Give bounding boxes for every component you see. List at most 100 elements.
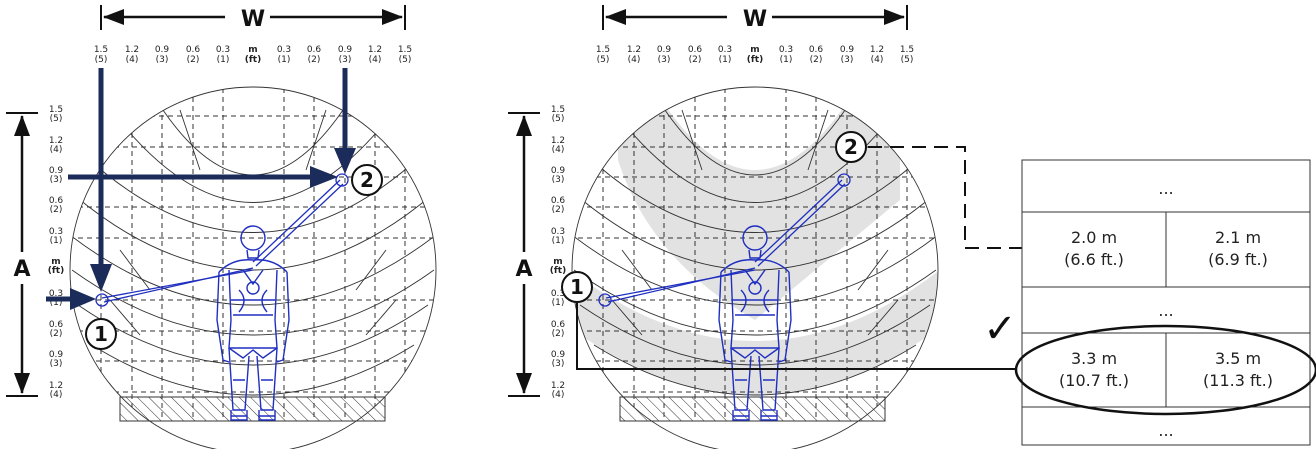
svg-text:0.6: 0.6 — [186, 45, 201, 55]
svg-text:(4): (4) — [552, 390, 565, 400]
svg-text:1.2: 1.2 — [870, 45, 884, 55]
svg-text:(2): (2) — [689, 55, 702, 65]
svg-text:0.3: 0.3 — [49, 289, 63, 299]
person-harness-icon-right — [598, 173, 851, 421]
width-dimension-left: W — [100, 5, 406, 32]
svg-text:1.2: 1.2 — [551, 381, 565, 391]
svg-text:0.6: 0.6 — [809, 45, 824, 55]
x-axis-labels-right: 1.5(5) 1.2(4) 0.9(3) 0.6(2) 0.3(1) m(ft)… — [596, 45, 914, 65]
svg-text:1.5: 1.5 — [596, 45, 610, 55]
svg-text:1.2: 1.2 — [368, 45, 382, 55]
svg-text:(ft): (ft) — [245, 55, 261, 65]
clearance-arcs-left — [70, 89, 436, 396]
svg-text:1.5: 1.5 — [900, 45, 914, 55]
width-label: W — [241, 7, 265, 32]
svg-text:1.2: 1.2 — [551, 136, 565, 146]
table-cell: 2.0 m — [1071, 228, 1117, 247]
svg-text:(4): (4) — [628, 55, 641, 65]
svg-text:0.3: 0.3 — [277, 45, 291, 55]
svg-text:1.5: 1.5 — [94, 45, 108, 55]
svg-text:(1): (1) — [50, 236, 63, 246]
svg-text:0.9: 0.9 — [840, 45, 855, 55]
table-cell: (10.7 ft.) — [1059, 371, 1129, 390]
svg-text:m: m — [750, 45, 759, 55]
svg-text:(4): (4) — [50, 145, 63, 155]
table-cell: 2.1 m — [1215, 228, 1261, 247]
right-diagram: W A — [508, 5, 1022, 453]
svg-text:(ft): (ft) — [48, 266, 64, 276]
svg-text:(5): (5) — [597, 55, 610, 65]
svg-text:0.9: 0.9 — [338, 45, 353, 55]
svg-text:(ft): (ft) — [747, 55, 763, 65]
svg-text:1.2: 1.2 — [125, 45, 139, 55]
svg-text:(5): (5) — [95, 55, 108, 65]
arrow-icon — [46, 68, 356, 310]
svg-text:(3): (3) — [841, 55, 854, 65]
marker-1-left: 1 — [85, 318, 117, 350]
svg-text:(2): (2) — [187, 55, 200, 65]
svg-text:(1): (1) — [552, 298, 565, 308]
connector-lines — [576, 146, 1022, 370]
svg-text:(2): (2) — [308, 55, 321, 65]
svg-text:1.5: 1.5 — [49, 105, 63, 115]
table-cell: (11.3 ft.) — [1203, 371, 1273, 390]
svg-text:(1): (1) — [217, 55, 230, 65]
svg-text:(5): (5) — [901, 55, 914, 65]
svg-text:(4): (4) — [126, 55, 139, 65]
svg-text:0.3: 0.3 — [216, 45, 230, 55]
svg-text:0.3: 0.3 — [779, 45, 793, 55]
svg-text:(3): (3) — [552, 175, 565, 185]
svg-text:(4): (4) — [369, 55, 382, 65]
svg-text:0.6: 0.6 — [49, 320, 64, 330]
svg-text:(1): (1) — [719, 55, 732, 65]
table-cell: 3.5 m — [1215, 349, 1261, 368]
svg-text:(3): (3) — [339, 55, 352, 65]
marker-2-right: 2 — [835, 131, 867, 163]
svg-text:(3): (3) — [156, 55, 169, 65]
selection-ellipse — [1014, 324, 1316, 416]
svg-text:2: 2 — [360, 168, 374, 192]
table-row-ellipsis: ... — [1158, 179, 1173, 198]
svg-text:0.6: 0.6 — [551, 196, 566, 206]
svg-text:m: m — [248, 45, 257, 55]
svg-text:1.5: 1.5 — [398, 45, 412, 55]
svg-text:0.3: 0.3 — [551, 227, 565, 237]
svg-text:(3): (3) — [658, 55, 671, 65]
width-label-right: W — [743, 7, 767, 32]
svg-text:0.9: 0.9 — [49, 166, 64, 176]
clearance-table: ... 2.0 m (6.6 ft.) 2.1 m (6.9 ft.) ... … — [983, 159, 1316, 446]
svg-text:(4): (4) — [50, 390, 63, 400]
left-diagram: W A — [6, 5, 437, 453]
table-row-ellipsis: ... — [1158, 301, 1173, 320]
svg-text:(2): (2) — [552, 329, 565, 339]
svg-text:(4): (4) — [552, 145, 565, 155]
svg-text:0.3: 0.3 — [49, 227, 63, 237]
svg-text:m: m — [553, 257, 562, 267]
svg-text:m: m — [51, 257, 60, 267]
svg-text:1.5: 1.5 — [551, 105, 565, 115]
svg-text:(1): (1) — [552, 236, 565, 246]
height-dimension-left: A — [6, 112, 38, 397]
svg-text:0.6: 0.6 — [307, 45, 322, 55]
svg-text:1: 1 — [570, 275, 584, 299]
marker-1-right: 1 — [561, 271, 593, 303]
svg-text:(5): (5) — [399, 55, 412, 65]
svg-text:(1): (1) — [780, 55, 793, 65]
x-axis-labels-left: 1.5(5) 1.2(4) 0.9(3) 0.6(2) 0.3(1) m(ft)… — [94, 45, 412, 65]
svg-text:0.6: 0.6 — [551, 320, 566, 330]
swing-boundary-circle-right — [571, 86, 939, 453]
svg-text:1.2: 1.2 — [49, 136, 63, 146]
marker-2-left: 2 — [351, 164, 383, 196]
svg-text:(3): (3) — [50, 175, 63, 185]
y-axis-labels-left: 1.5(5) 1.2(4) 0.9(3) 0.6(2) 0.3(1) m(ft)… — [48, 105, 64, 400]
svg-text:(ft): (ft) — [550, 266, 566, 276]
ground-hatch-icon-right — [619, 396, 886, 422]
svg-text:0.9: 0.9 — [49, 350, 64, 360]
table-cell: 3.3 m — [1071, 349, 1117, 368]
svg-text:(1): (1) — [50, 298, 63, 308]
height-label: A — [13, 257, 30, 282]
svg-text:(3): (3) — [50, 359, 63, 369]
svg-text:0.3: 0.3 — [551, 289, 565, 299]
person-harness-icon — [95, 173, 349, 421]
